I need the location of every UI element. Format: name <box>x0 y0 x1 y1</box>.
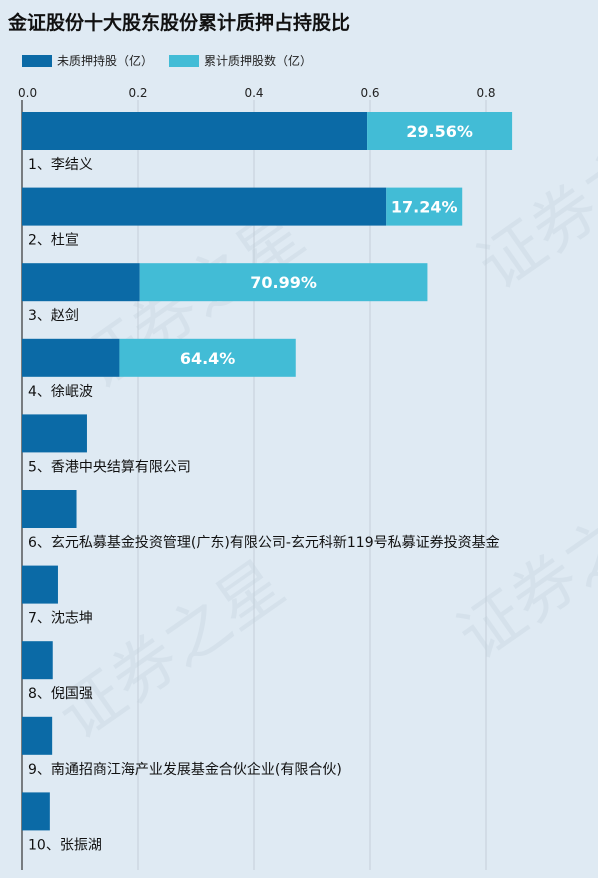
category-label: 4、徐岷波 <box>28 384 93 400</box>
legend-item-unpledged: 未质押持股（亿） <box>22 52 153 69</box>
x-tick-label: 0.8 <box>476 86 495 100</box>
legend-label-unpledged: 未质押持股（亿） <box>57 54 154 68</box>
x-tick-label: 0.4 <box>244 86 263 100</box>
category-label: 9、南通招商江海产业发展基金合伙企业(有限合伙) <box>28 761 342 778</box>
legend-swatch-pledged <box>169 54 200 67</box>
bar-unpledged <box>22 187 387 226</box>
bar-unpledged <box>22 414 87 453</box>
bar-pledged <box>386 187 463 226</box>
category-label: 3、赵剑 <box>28 308 79 324</box>
legend-swatch-unpledged <box>22 54 52 67</box>
category-label: 7、沈志坤 <box>28 611 93 627</box>
category-label: 6、玄元私募基金投资管理(广东)有限公司-玄元科新119号私募证券投资基金 <box>28 534 500 551</box>
category-label: 5、香港中央结算有限公司 <box>28 459 191 475</box>
legend: 未质押持股（亿） 累计质押股数（亿） <box>22 52 328 69</box>
x-tick-label: 0.6 <box>360 86 379 100</box>
category-label: 1、李结义 <box>28 157 93 173</box>
category-label: 2、杜宣 <box>28 233 79 249</box>
bar-pledged <box>367 112 513 150</box>
data-label: 64.4% <box>180 349 236 368</box>
x-tick-label: 0.2 <box>128 86 147 100</box>
legend-item-pledged: 累计质押股数（亿） <box>169 52 312 69</box>
data-label: 70.99% <box>250 273 317 292</box>
category-label: 8、倪国强 <box>28 686 93 702</box>
bar-unpledged <box>22 263 140 302</box>
bar-unpledged <box>22 565 58 604</box>
bar-unpledged <box>22 112 368 150</box>
chart-title: 金证股份十大股东股份累计质押占持股比 <box>8 12 351 34</box>
bar-unpledged <box>22 641 53 680</box>
category-label: 10、张振湖 <box>28 837 102 853</box>
bar-unpledged <box>22 792 50 831</box>
data-label: 17.24% <box>391 198 458 217</box>
bar-unpledged <box>22 716 53 755</box>
data-label: 29.56% <box>406 122 473 141</box>
x-tick-label: 0.0 <box>18 86 37 100</box>
bar-unpledged <box>22 338 120 377</box>
bar-pledged <box>119 338 296 377</box>
bar-pledged <box>139 263 428 302</box>
bar-unpledged <box>22 490 77 528</box>
legend-label-pledged: 累计质押股数（亿） <box>204 54 313 68</box>
